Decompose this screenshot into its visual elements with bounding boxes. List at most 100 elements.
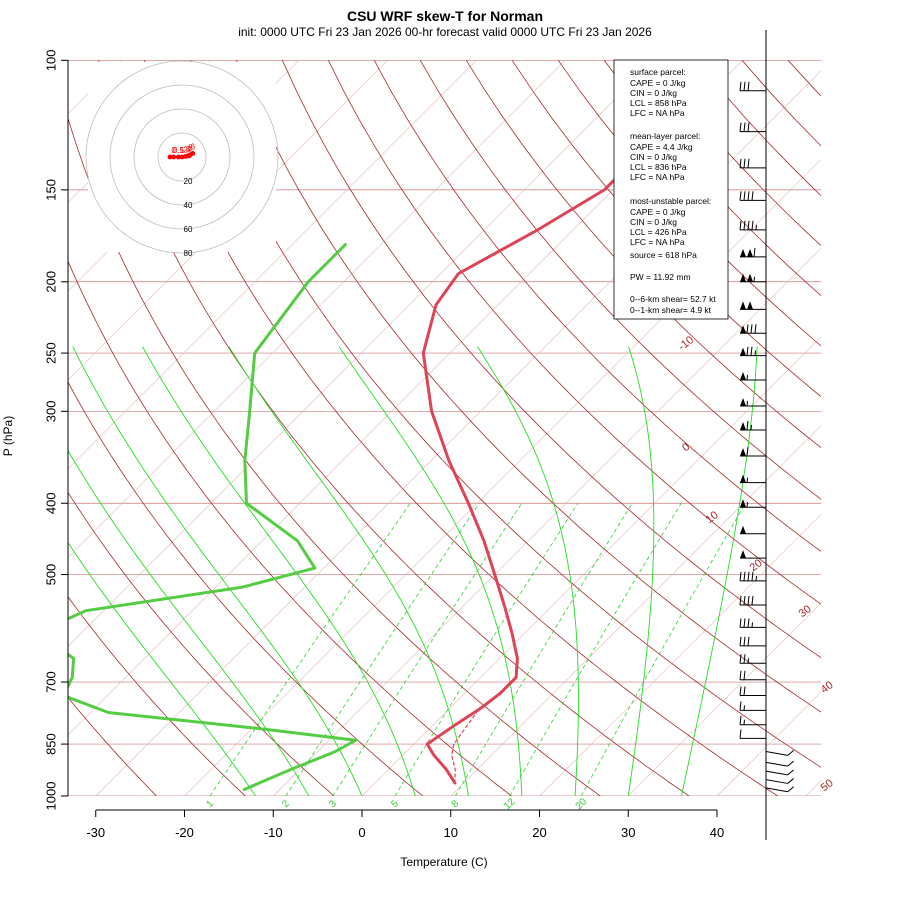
wind-barb-full: [739, 670, 742, 680]
moist-adiabat-line: [627, 346, 655, 796]
isotherm-line: [539, 514, 821, 796]
isotherm-label: 20: [748, 557, 765, 574]
wind-barb: [765, 749, 794, 756]
chart-title: CSU WRF skew-T for Norman: [346, 8, 543, 24]
mixing-ratio-label: 2: [280, 798, 292, 810]
wind-barb-full: [739, 618, 742, 628]
temperature-tick-label: -30: [86, 825, 105, 840]
hodograph-point-label: 0: [171, 146, 176, 155]
moist-adiabat-line: [228, 346, 469, 796]
wind-barb-full: [746, 324, 749, 334]
wind-barb: [739, 636, 766, 647]
dry-adiabat-line: [144, 60, 779, 796]
wind-barb-staff: [765, 761, 788, 767]
dewpoint-trace: [68, 243, 358, 791]
wind-barb-full: [743, 571, 746, 581]
wind-barb: [739, 220, 766, 231]
wind-barb-full: [746, 446, 749, 457]
mixing-ratio-line: [581, 502, 746, 796]
wind-barb-full: [750, 324, 753, 334]
temperature-tick-label: 0: [358, 825, 365, 840]
wind-barb: [739, 571, 766, 582]
hodograph-point-label: 1: [180, 146, 185, 155]
moist-adiabat-line: [142, 346, 416, 796]
wind-barb-flag: [740, 525, 746, 534]
wind-barbs: [739, 81, 794, 793]
wind-barb-flag: [740, 397, 746, 406]
wind-barb-full: [743, 618, 746, 628]
mean-layer-parcel-cape: CAPE = 4.4 J/kg: [630, 142, 693, 152]
shear-0-6-km: 0--6-km shear= 52.7 kt: [630, 294, 716, 304]
most-unstable-parcel-lcl: LCL = 426 hPa: [630, 227, 687, 237]
isotherm-line: [361, 336, 821, 796]
wind-barb-full: [747, 618, 750, 628]
wind-barb-flag: [740, 273, 746, 282]
hodograph-point-label: 2: [183, 145, 188, 154]
wind-barb-full: [747, 191, 750, 201]
isotherm-line: [450, 425, 821, 796]
pressure-tick-label: 500: [44, 564, 59, 586]
hodograph-point-label: 4: [187, 145, 192, 154]
isotherm-line: [68, 60, 566, 558]
wind-barb-full: [739, 158, 742, 168]
wind-barb-full: [739, 654, 742, 664]
hodograph-ring: [85, 60, 279, 254]
most-unstable-parcel-source: source = 618 hPa: [630, 250, 697, 260]
moist-adiabat-line: [477, 346, 579, 796]
wind-barb: [740, 550, 766, 559]
sounding-traces: [68, 83, 685, 791]
dry-adiabat-line: [68, 596, 246, 796]
wind-barb-half: [746, 477, 748, 483]
wind-barb-full: [787, 778, 794, 784]
wind-barb-full: [739, 220, 742, 230]
wind-barb-full: [739, 686, 742, 696]
hodograph-ring: [109, 84, 255, 230]
moist-adiabat-line: [681, 346, 758, 796]
x-axis-label: Temperature (C): [400, 855, 487, 869]
pressure-tick-label: 300: [44, 400, 59, 422]
wind-barb: [765, 778, 794, 784]
wind-barb-full: [739, 571, 742, 581]
wind-barb-flag: [740, 474, 746, 483]
y-axis-label: P (hPa): [1, 416, 15, 456]
dry-adiabat-line: [190, 60, 821, 768]
wind-barb: [740, 499, 766, 508]
pressure-tick-label: 400: [44, 492, 59, 514]
wind-barb-full: [753, 247, 756, 257]
pressure-tick-label: 100: [44, 49, 59, 71]
wind-barb-flag: [740, 325, 746, 334]
wind-barb-full: [787, 786, 794, 793]
dry-adiabat-line: [328, 60, 821, 605]
wind-barb: [740, 420, 766, 431]
wind-barb-full: [746, 420, 749, 431]
hodograph-point-label: 3: [186, 145, 191, 154]
mixing-ratio-label: 5: [389, 798, 401, 810]
wind-barb-full: [746, 346, 749, 356]
dry-adiabat-lines: [68, 60, 821, 796]
wind-barb-staff: [765, 770, 788, 776]
hodograph-point: [190, 151, 196, 156]
mixing-ratio-line: [285, 502, 480, 796]
hodograph-ring-label: 20: [184, 177, 193, 186]
wind-barb-half: [751, 622, 753, 628]
wind-barb: [740, 273, 766, 283]
dry-adiabat-line: [68, 260, 512, 796]
hodograph-ring-label: 80: [184, 249, 193, 258]
wind-barb: [740, 324, 766, 334]
hodograph-point: [179, 154, 185, 160]
mean-layer-parcel-lfc: LFC = NA hPa: [630, 172, 685, 182]
wind-barb-full: [747, 122, 750, 132]
isotherm-line: [628, 602, 821, 796]
dry-adiabat-line: [465, 60, 821, 449]
wind-barb-full: [743, 686, 746, 696]
temperature-tick-label: 30: [621, 825, 635, 840]
wind-barb-half: [743, 719, 745, 725]
wind-barb: [739, 191, 766, 201]
mixing-ratio-line: [509, 502, 682, 796]
wind-barb: [739, 618, 766, 628]
moist-adiabat-lines: [68, 346, 758, 796]
wind-barb-flag: [747, 273, 753, 282]
wind-barb-full: [747, 81, 750, 91]
wind-barb-full: [743, 220, 746, 230]
wind-barb-full: [787, 749, 794, 756]
